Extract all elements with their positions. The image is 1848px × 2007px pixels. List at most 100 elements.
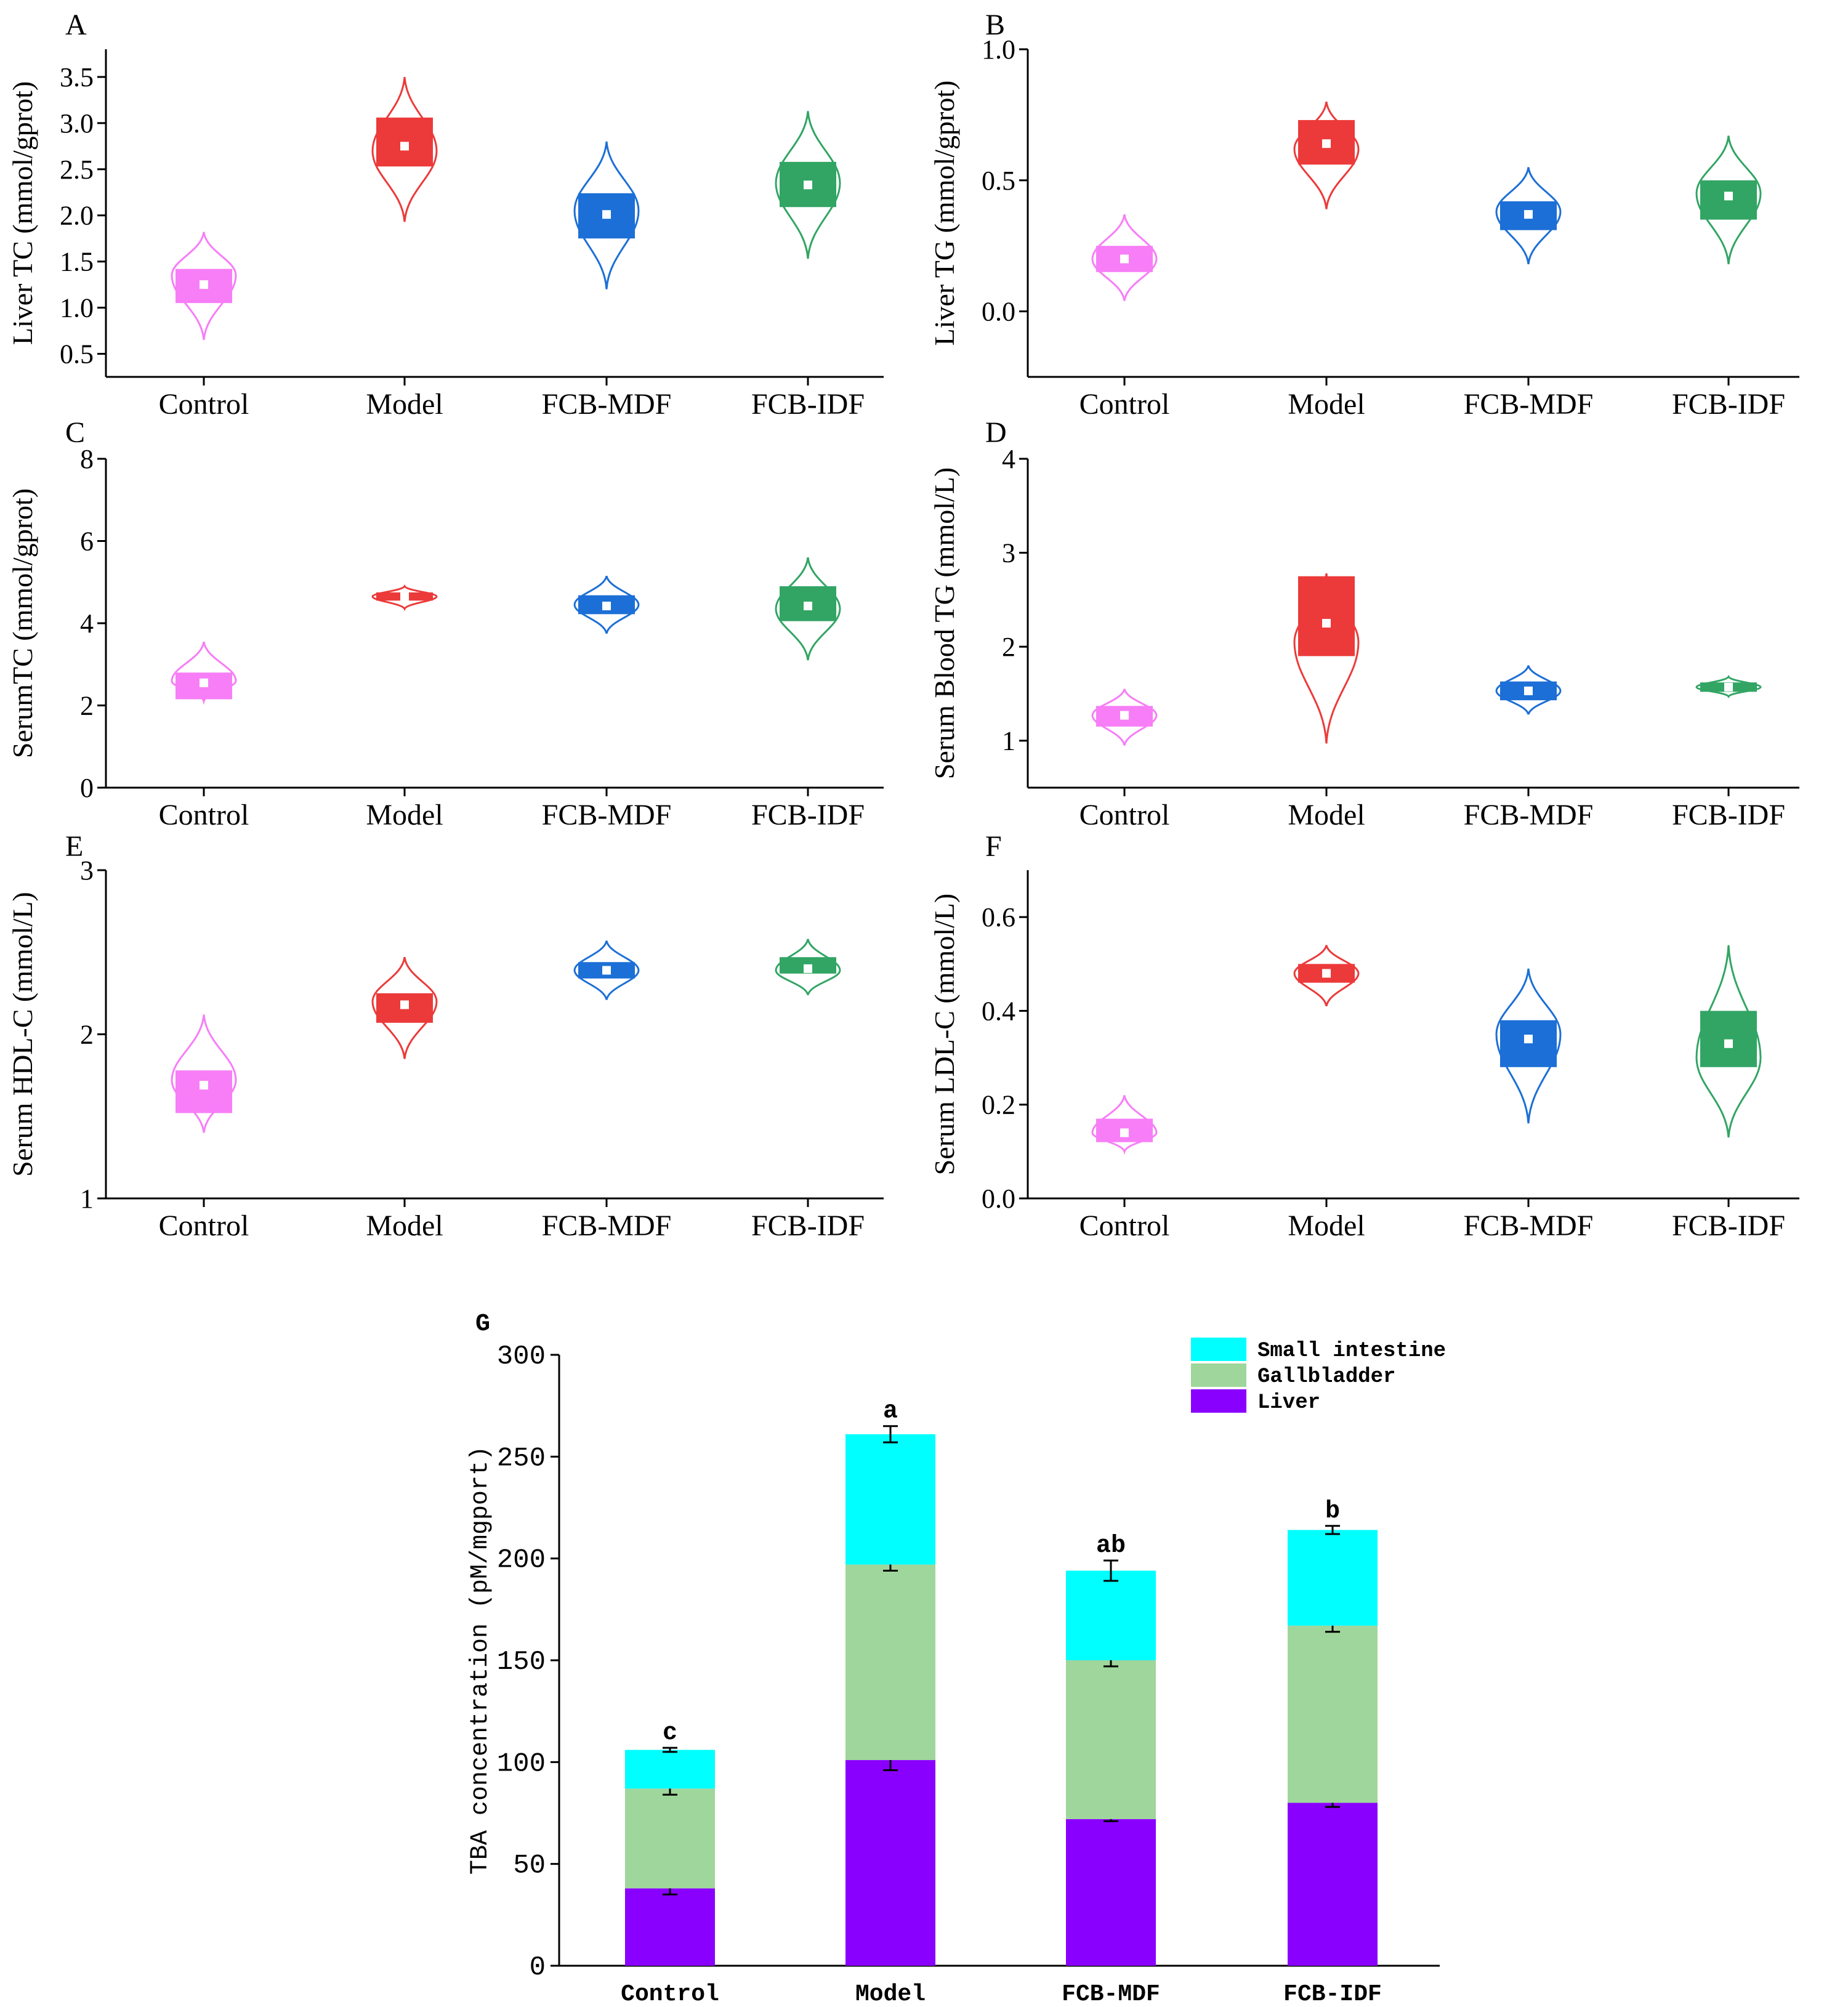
y-tick-label: 1.0 — [982, 34, 1015, 65]
mean-marker-model — [400, 592, 409, 601]
y-tick-label: 6 — [80, 527, 94, 557]
x-category-label: FCB-IDF — [1672, 388, 1785, 421]
bar-segment-gallbladder — [625, 1788, 715, 1889]
y-tick-label: 50 — [513, 1851, 546, 1881]
legend-label: Gallbladder — [1257, 1365, 1395, 1389]
y-tick-label: 3 — [80, 855, 94, 886]
y-axis-label: SerumTC (mmol/gprot) — [7, 488, 38, 758]
panel-c-serum-tc: 0 2 4 6 8 Control Model FCB-MDF FCB-IDF SerumTC (… — [7, 416, 884, 831]
y-tick-label: 8 — [80, 444, 94, 474]
mean-marker-control — [1120, 254, 1129, 264]
y-tick-label: 2 — [1002, 632, 1015, 662]
mean-marker-fcb-idf — [1724, 1039, 1733, 1048]
bar-segment-liver — [845, 1760, 935, 1966]
y-axis-label: Serum LDL-C (mmol/L) — [929, 894, 960, 1175]
x-category-label: FCB-MDF — [1062, 1981, 1160, 2007]
mean-marker-fcb-mdf — [1524, 210, 1533, 219]
y-tick-label: 0.4 — [982, 996, 1015, 1026]
y-tick-label: 2.5 — [60, 155, 94, 185]
x-category-label: FCB-MDF — [1464, 799, 1594, 831]
y-tick-label: 1 — [1002, 726, 1015, 756]
y-axis-label: Serum Blood TG (mmol/L) — [929, 467, 960, 779]
y-tick-label: 100 — [497, 1748, 546, 1779]
y-tick-label: 4 — [1002, 444, 1015, 474]
legend-swatch-small-intestine — [1191, 1338, 1246, 1361]
y-tick-label: 0.2 — [982, 1090, 1015, 1120]
x-category-label: FCB-IDF — [1672, 799, 1785, 831]
significance-letter: b — [1325, 1498, 1340, 1525]
panel-g-tba-stacked-bar: 050100150200250300cccControlaaaModelbbab… — [467, 1310, 1446, 2007]
y-tick-label: 1.0 — [60, 293, 94, 323]
mean-marker-control — [200, 678, 208, 687]
violin-outline-model — [371, 956, 438, 1059]
mean-marker-fcb-idf — [1724, 682, 1733, 692]
bar-segment-gallbladder — [1288, 1625, 1378, 1803]
y-axis-label: Liver TC (mmol/gprot) — [7, 81, 38, 345]
y-tick-label: 0 — [80, 773, 94, 803]
violin-outline-fcb-mdf — [1495, 968, 1562, 1124]
x-category-label: Model — [1288, 388, 1365, 421]
x-category-label: FCB-MDF — [1464, 388, 1594, 421]
y-tick-label: 0.6 — [982, 902, 1015, 932]
mean-marker-fcb-idf — [1724, 192, 1733, 201]
violin-outline-fcb-mdf — [1495, 167, 1562, 265]
x-category-label: Control — [1079, 1209, 1170, 1242]
mean-marker-control — [1120, 1128, 1129, 1137]
x-category-label: Model — [366, 388, 443, 421]
y-axis-label: Serum HDL-C (mmol/L) — [7, 892, 38, 1177]
mean-marker-model — [400, 1000, 409, 1009]
panel-d-serum-blood-tg: 1 2 3 4 Control Model FCB-MDF FCB-IDF Serum Bloo… — [929, 416, 1799, 831]
x-category-label: Control — [159, 388, 249, 421]
x-category-label: Model — [1288, 1209, 1365, 1242]
bar-segment-liver — [625, 1888, 715, 1966]
y-tick-label: 200 — [497, 1545, 546, 1576]
mean-marker-model — [1322, 619, 1331, 628]
panel-letter: F — [985, 830, 1002, 863]
panel-letter: B — [985, 9, 1005, 41]
x-category-label: Control — [1079, 388, 1170, 421]
y-tick-label: 3.5 — [60, 62, 94, 92]
bar-segment-liver — [1066, 1819, 1156, 1966]
mean-marker-fcb-idf — [804, 964, 812, 973]
bar-segment-small-intestine — [1288, 1530, 1378, 1626]
violin-outline-fcb-mdf — [573, 141, 640, 289]
x-category-label: FCB-MDF — [542, 388, 672, 421]
panel-letter: C — [65, 416, 85, 449]
mean-marker-fcb-mdf — [602, 601, 611, 610]
y-tick-label: 1 — [80, 1184, 94, 1214]
iqr-box-model — [1298, 576, 1355, 656]
x-category-label: FCB-IDF — [751, 799, 865, 831]
y-tick-label: 3 — [1002, 538, 1015, 568]
panel-e-serum-hdl-c: 1 2 3 Control Model FCB-MDF FCB-IDF Serum HDL-C… — [7, 830, 884, 1242]
violin-outline-fcb-mdf — [573, 940, 640, 1001]
iqr-box-fcb-idf — [1700, 1011, 1757, 1067]
y-tick-label: 0.0 — [982, 297, 1015, 327]
panel-letter: G — [475, 1310, 490, 1338]
legend-label: Liver — [1257, 1391, 1320, 1415]
violin-outline-control — [171, 1014, 237, 1133]
violin-outline-control — [171, 232, 237, 341]
panel-letter: E — [65, 830, 83, 863]
significance-letter: c — [663, 1719, 677, 1747]
bar-segment-small-intestine — [1066, 1570, 1156, 1660]
x-category-label: Control — [1079, 799, 1170, 831]
mean-marker-fcb-mdf — [602, 210, 611, 219]
x-category-label: FCB-IDF — [751, 1209, 865, 1242]
significance-letter: a — [883, 1398, 898, 1426]
mean-marker-fcb-idf — [804, 601, 812, 610]
mean-marker-fcb-mdf — [602, 966, 611, 975]
y-axis-label: Liver TG (mmol/gprot) — [929, 81, 960, 346]
x-category-label: Model — [366, 1209, 443, 1242]
mean-marker-control — [1120, 711, 1129, 720]
x-category-label: FCB-MDF — [542, 799, 672, 831]
x-category-label: FCB-MDF — [542, 1209, 672, 1242]
bar-segment-small-intestine — [845, 1434, 935, 1565]
y-axis-label: TBA concentration (pM/mgport) — [467, 1446, 494, 1875]
legend-label: Small intestine — [1257, 1339, 1446, 1363]
mean-marker-model — [1322, 969, 1331, 978]
bar-segment-gallbladder — [1066, 1660, 1156, 1819]
y-tick-label: 0 — [530, 1952, 546, 1983]
x-category-label: FCB-IDF — [1672, 1209, 1785, 1242]
panel-letter: A — [65, 9, 87, 41]
